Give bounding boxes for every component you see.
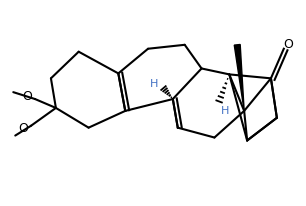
Text: O: O	[18, 122, 28, 135]
Text: H: H	[150, 79, 158, 89]
Text: H: H	[221, 106, 230, 116]
Text: O: O	[22, 90, 32, 103]
Text: O: O	[283, 38, 293, 51]
Polygon shape	[234, 44, 244, 111]
